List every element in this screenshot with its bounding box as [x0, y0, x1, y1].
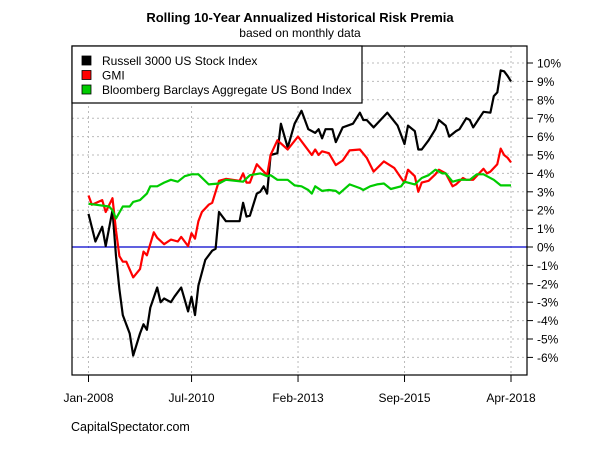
chart-subtitle: based on monthly data: [239, 26, 361, 40]
y-tick-label: 10%: [537, 57, 561, 71]
x-tick-label: Jan-2008: [63, 391, 113, 405]
series-lines: [87, 69, 512, 357]
legend-label: Bloomberg Barclays Aggregate US Bond Ind…: [102, 83, 351, 97]
y-tick-label: 3%: [537, 185, 555, 199]
y-tick-label: 6%: [537, 130, 555, 144]
legend-swatch: [81, 70, 92, 80]
y-tick-label: 9%: [537, 75, 555, 89]
x-tick-label: Feb-2013: [272, 391, 324, 405]
series-line-1: [87, 135, 512, 279]
x-tick-label: Sep-2015: [378, 391, 430, 405]
y-tick-label: -4%: [537, 314, 559, 328]
y-tick-label: -2%: [537, 277, 559, 291]
x-tick-label: Apr-2018: [486, 391, 536, 405]
y-tick-label: -6%: [537, 351, 559, 365]
series-line-2: [88, 168, 511, 220]
legend-box: [71, 45, 363, 104]
chart-title: Rolling 10-Year Annualized Historical Ri…: [146, 10, 454, 25]
y-tick-label: -1%: [537, 259, 559, 273]
legend-swatch: [81, 55, 92, 66]
legend-swatch: [81, 84, 92, 95]
y-tick-label: 0%: [537, 241, 555, 255]
y-axis: -6% -5% -4% -3% -2% -1% 0% 1% 2% 3% 4% 5% 6% 7% 8% 9% 10…: [527, 57, 561, 365]
footer-source: CapitalSpectator.com: [71, 420, 190, 434]
legend-label: GMI: [102, 69, 125, 83]
series-line-0: [87, 69, 512, 357]
y-tick-label: 2%: [537, 204, 555, 218]
legend: Russell 3000 US Stock IndexGMIBloomberg …: [71, 45, 363, 104]
x-tick-label: Jul-2010: [169, 391, 215, 405]
y-tick-label: 1%: [537, 222, 555, 236]
y-tick-label: 5%: [537, 149, 555, 163]
y-tick-label: -5%: [537, 333, 559, 347]
legend-label: Russell 3000 US Stock Index: [102, 54, 257, 68]
y-tick-label: 8%: [537, 93, 555, 107]
y-tick-label: 4%: [537, 167, 555, 181]
y-tick-label: 7%: [537, 112, 555, 126]
x-axis: Jan-2008 Jul-2010 Feb-2013 Sep-2015 Apr-2018: [63, 375, 536, 405]
y-tick-label: -3%: [537, 296, 559, 310]
